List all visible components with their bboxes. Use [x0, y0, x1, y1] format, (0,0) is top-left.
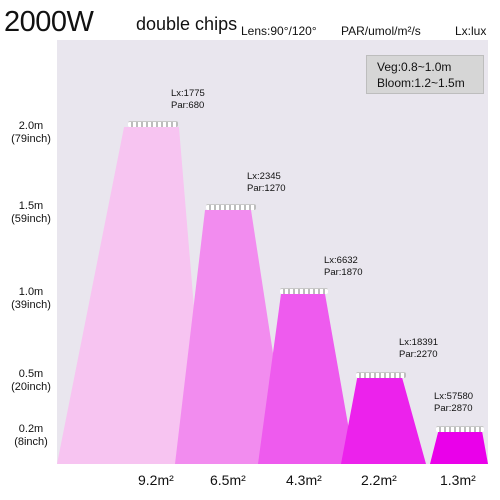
coverage-area-1-0m: 4.3m² [286, 472, 322, 488]
height-label-1-0: 1.0m (39inch) [6, 286, 56, 312]
lux-value: Lx:57580 [434, 391, 474, 402]
height-meters: 1.0m [18, 286, 44, 298]
title-subtitle: double chips [136, 14, 238, 34]
reading-2-0m: Lx:1775 Par:680 [171, 88, 205, 112]
reading-0-5m: Lx:18391 Par:2270 [399, 337, 438, 361]
lux-unit-label: Lx:lux [455, 24, 487, 38]
height-inches: (39inch) [11, 299, 51, 311]
height-meters: 0.2m [18, 423, 44, 435]
height-inches: (8inch) [14, 436, 48, 448]
height-label-2-0: 2.0m (79inch) [6, 120, 56, 146]
lamp-fixture-icon [436, 426, 484, 432]
header: 2000W double chips Lens:90°/120° PAR/umo… [0, 0, 500, 40]
lens-angle-label: Lens:90°/120° [241, 24, 317, 38]
lamp-fixture-icon [280, 288, 328, 294]
lamp-fixture-icon [128, 121, 178, 127]
reading-1-0m: Lx:6632 Par:1870 [324, 255, 363, 279]
height-inches: (20inch) [11, 381, 51, 393]
coverage-area-2-0m: 9.2m² [138, 472, 174, 488]
height-meters: 2.0m [18, 120, 44, 132]
height-label-0-5: 0.5m (20inch) [6, 368, 56, 394]
lamp-fixture-icon [206, 204, 256, 210]
par-value: Par:1270 [247, 183, 286, 194]
par-value: Par:680 [171, 100, 205, 111]
height-inches: (79inch) [11, 133, 51, 145]
bloom-height-text: Bloom:1.2~1.5m [377, 76, 465, 90]
height-label-1-5: 1.5m (59inch) [6, 200, 56, 226]
reading-1-5m: Lx:2345 Par:1270 [247, 171, 286, 195]
lux-value: Lx:2345 [247, 171, 281, 182]
lux-value: Lx:18391 [399, 337, 439, 348]
veg-height-text: Veg:0.8~1.0m [377, 60, 452, 74]
coverage-area-0-2m: 1.3m² [440, 472, 476, 488]
reading-0-2m: Lx:57580 Par:2870 [434, 391, 473, 415]
light-cone-0-2m [430, 432, 488, 464]
lux-value: Lx:6632 [324, 255, 358, 266]
growth-stage-box: Veg:0.8~1.0m Bloom:1.2~1.5m [366, 55, 484, 94]
coverage-area-0-5m: 2.2m² [361, 472, 397, 488]
height-meters: 1.5m [18, 200, 44, 212]
height-inches: (59inch) [11, 213, 51, 225]
par-value: Par:1870 [324, 267, 363, 278]
coverage-area-1-5m: 6.5m² [210, 472, 246, 488]
par-value: Par:2870 [434, 403, 473, 414]
title-wattage: 2000W [4, 6, 94, 38]
height-label-0-2: 0.2m (8inch) [6, 423, 56, 449]
height-meters: 0.5m [18, 368, 44, 380]
lamp-fixture-icon [356, 372, 406, 378]
par-value: Par:2270 [399, 349, 438, 360]
lux-value: Lx:1775 [171, 88, 205, 99]
par-unit-label: PAR/umol/m²/s [341, 24, 421, 38]
